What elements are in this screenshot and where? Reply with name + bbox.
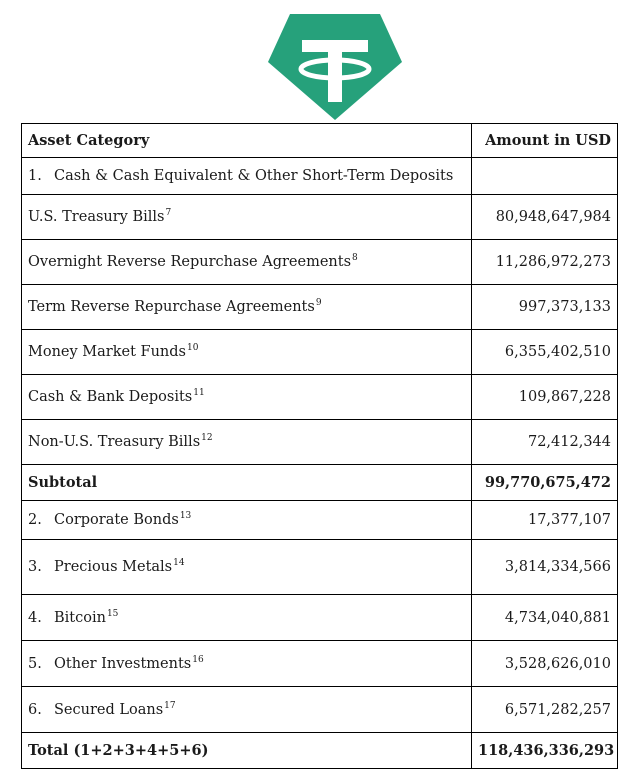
table-row: Cash & Bank Deposits11 109,867,228 bbox=[21, 374, 618, 420]
amount-cell: 4,734,040,881 bbox=[471, 594, 618, 641]
amount-cell bbox=[471, 157, 618, 195]
category-cell: 2. Corporate Bonds13 bbox=[21, 500, 472, 540]
table-row: Overnight Reverse Repurchase Agreements8… bbox=[21, 239, 618, 285]
amount-cell: 3,528,626,010 bbox=[471, 640, 618, 687]
category-cell: U.S. Treasury Bills7 bbox=[21, 194, 472, 240]
total-label: Total (1+2+3+4+5+6) bbox=[21, 732, 472, 769]
category-cell: Non-U.S. Treasury Bills12 bbox=[21, 419, 472, 465]
table-row: 5. Other Investments16 3,528,626,010 bbox=[21, 640, 618, 687]
table-row: Non-U.S. Treasury Bills12 72,412,344 bbox=[21, 419, 618, 465]
amount-cell: 3,814,334,566 bbox=[471, 539, 618, 595]
amount-cell: 6,571,282,257 bbox=[471, 686, 618, 733]
table-row: 2. Corporate Bonds13 17,377,107 bbox=[21, 500, 618, 540]
amount-cell: 6,355,402,510 bbox=[471, 329, 618, 375]
amount-cell: 72,412,344 bbox=[471, 419, 618, 465]
category-cell: Overnight Reverse Repurchase Agreements8 bbox=[21, 239, 472, 285]
total-amount: 118,436,336,293 bbox=[471, 732, 618, 769]
category-cell: 5. Other Investments16 bbox=[21, 640, 472, 687]
amount-cell: 109,867,228 bbox=[471, 374, 618, 420]
category-cell: Cash & Bank Deposits11 bbox=[21, 374, 472, 420]
category-cell: 6. Secured Loans17 bbox=[21, 686, 472, 733]
amount-cell: 17,377,107 bbox=[471, 500, 618, 540]
asset-table: Asset Category Amount in USD 1. Cash & Ca… bbox=[21, 123, 618, 769]
amount-cell: 80,948,647,984 bbox=[471, 194, 618, 240]
amount-cell: 11,286,972,273 bbox=[471, 239, 618, 285]
table-row: U.S. Treasury Bills7 80,948,647,984 bbox=[21, 194, 618, 240]
category-cell: 3. Precious Metals14 bbox=[21, 539, 472, 595]
subtotal-row: Subtotal 99,770,675,472 bbox=[21, 464, 618, 501]
table-row: 1. Cash & Cash Equivalent & Other Short-T… bbox=[21, 157, 618, 195]
category-cell: 4. Bitcoin15 bbox=[21, 594, 472, 641]
amount-cell: 997,373,133 bbox=[471, 284, 618, 330]
category-cell: Money Market Funds10 bbox=[21, 329, 472, 375]
tether-logo-icon bbox=[268, 14, 402, 120]
table-row: Money Market Funds10 6,355,402,510 bbox=[21, 329, 618, 375]
table-row: Term Reverse Repurchase Agreements9 997,… bbox=[21, 284, 618, 330]
category-cell: 1. Cash & Cash Equivalent & Other Short-T… bbox=[21, 157, 472, 195]
table-row: 6. Secured Loans17 6,571,282,257 bbox=[21, 686, 618, 733]
table-header-row: Asset Category Amount in USD bbox=[21, 123, 618, 158]
total-row: Total (1+2+3+4+5+6) 118,436,336,293 bbox=[21, 732, 618, 769]
subtotal-label: Subtotal bbox=[21, 464, 472, 501]
table-row: 3. Precious Metals14 3,814,334,566 bbox=[21, 539, 618, 595]
table-row: 4. Bitcoin15 4,734,040,881 bbox=[21, 594, 618, 641]
subtotal-amount: 99,770,675,472 bbox=[471, 464, 618, 501]
header-asset-category: Asset Category bbox=[21, 123, 472, 158]
header-amount: Amount in USD bbox=[471, 123, 618, 158]
category-cell: Term Reverse Repurchase Agreements9 bbox=[21, 284, 472, 330]
